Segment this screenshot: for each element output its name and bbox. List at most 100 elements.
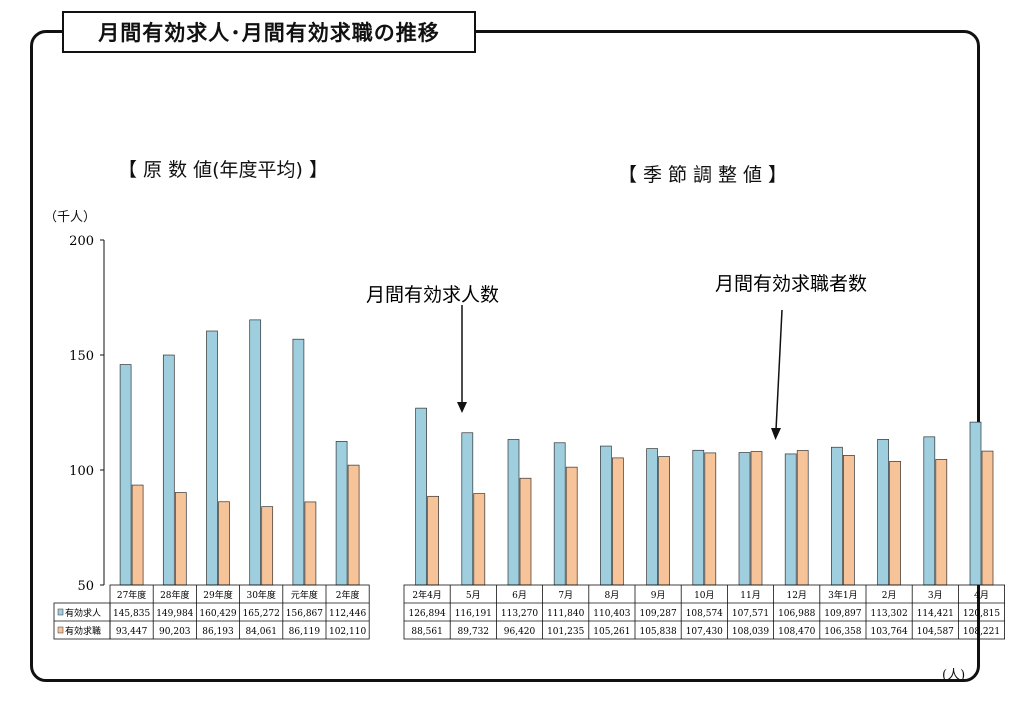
value-label-seekers: 102,110 bbox=[329, 627, 366, 637]
bar-openings bbox=[249, 319, 262, 586]
bar-openings bbox=[507, 439, 520, 586]
bar-seekers bbox=[981, 450, 994, 586]
chart-frame bbox=[30, 30, 980, 682]
value-label-seekers: 104,587 bbox=[917, 627, 954, 637]
category-label: 27年度 bbox=[117, 589, 146, 601]
bar-seekers bbox=[565, 466, 578, 586]
heading-raw-values: 【 原 数 値(年度平均) 】 bbox=[118, 159, 328, 181]
bar-seekers bbox=[473, 493, 486, 586]
bar-seekers bbox=[427, 495, 439, 586]
category-label: 9月 bbox=[651, 590, 666, 601]
y-tick-label: 100 bbox=[69, 464, 94, 479]
category-label: 11月 bbox=[740, 590, 760, 601]
bar-openings bbox=[784, 453, 797, 586]
category-label: 10月 bbox=[694, 590, 714, 601]
bar-openings bbox=[692, 449, 705, 586]
bar-openings bbox=[831, 446, 843, 586]
category-label: 29年度 bbox=[203, 589, 232, 601]
y-tick-label: 150 bbox=[69, 349, 94, 364]
category-label: 28年度 bbox=[160, 589, 189, 601]
bar-openings bbox=[646, 448, 658, 586]
value-label-openings: 113,270 bbox=[501, 609, 538, 619]
bar-openings bbox=[335, 441, 348, 586]
value-label-seekers: 89,732 bbox=[458, 627, 490, 637]
value-label-openings: 106,988 bbox=[778, 609, 815, 619]
value-label-openings: 156,867 bbox=[286, 609, 323, 619]
arrow-seekers bbox=[775, 309, 783, 431]
value-label-seekers: 105,838 bbox=[639, 627, 676, 637]
y-tick-label: 50 bbox=[77, 579, 94, 594]
value-label-seekers: 86,193 bbox=[202, 627, 234, 637]
value-label-openings: 126,894 bbox=[408, 609, 445, 619]
value-label-openings: 165,272 bbox=[243, 609, 280, 619]
value-label-openings: 116,191 bbox=[455, 609, 492, 619]
y-axis-unit: （千人） bbox=[44, 210, 97, 225]
bar-openings bbox=[553, 442, 566, 586]
category-label: 3月 bbox=[928, 590, 943, 601]
category-label: 元年度 bbox=[291, 589, 318, 601]
bar-seekers bbox=[218, 501, 230, 586]
arrow-seekers-head bbox=[771, 428, 781, 440]
bar-openings bbox=[600, 445, 612, 586]
category-label: 30年度 bbox=[246, 589, 275, 601]
value-label-openings: 112,446 bbox=[329, 609, 366, 619]
value-label-openings: 111,840 bbox=[547, 609, 584, 619]
bar-openings bbox=[969, 421, 982, 586]
legend-swatch-seekers bbox=[57, 626, 64, 634]
value-label-seekers: 103,764 bbox=[870, 627, 907, 637]
bar-openings bbox=[162, 354, 175, 586]
value-label-openings: 149,984 bbox=[156, 609, 193, 619]
value-label-openings: 109,287 bbox=[639, 609, 676, 619]
bar-seekers bbox=[658, 456, 670, 586]
bar-seekers bbox=[347, 464, 360, 586]
value-label-seekers: 108,039 bbox=[732, 627, 769, 637]
bar-seekers bbox=[174, 492, 187, 586]
value-label-seekers: 96,420 bbox=[504, 627, 536, 637]
value-label-seekers: 101,235 bbox=[547, 627, 584, 637]
value-label-seekers: 107,430 bbox=[686, 627, 723, 637]
y-tick-label: 200 bbox=[69, 234, 94, 249]
bar-openings bbox=[415, 407, 427, 586]
bar-openings bbox=[923, 436, 936, 586]
value-label-openings: 145,835 bbox=[113, 609, 150, 619]
category-label: 7月 bbox=[558, 590, 573, 601]
category-label: 6月 bbox=[512, 590, 527, 601]
value-label-seekers: 108,221 bbox=[963, 627, 1000, 637]
bar-openings bbox=[206, 330, 218, 586]
value-label-openings: 108,574 bbox=[686, 609, 723, 619]
page-title: 月間有効求人･月間有効求職の推移 bbox=[62, 11, 476, 53]
bar-openings bbox=[461, 432, 474, 586]
value-label-openings: 160,429 bbox=[199, 609, 236, 619]
value-label-openings: 120,815 bbox=[963, 609, 1000, 619]
value-label-seekers: 90,203 bbox=[159, 627, 191, 637]
annotation-seekers: 月間有効求職者数 bbox=[715, 273, 867, 295]
value-label-seekers: 88,561 bbox=[411, 627, 443, 637]
value-label-seekers: 108,470 bbox=[778, 627, 815, 637]
legend-label-openings: 有効求人 bbox=[65, 607, 101, 619]
category-label: 2年度 bbox=[336, 589, 360, 601]
value-label-openings: 113,302 bbox=[870, 609, 907, 619]
heading-seasonally-adjusted: 【季節調整値】 bbox=[618, 164, 794, 186]
bar-openings bbox=[119, 364, 132, 586]
bar-seekers bbox=[843, 455, 855, 586]
table-group-box bbox=[403, 584, 1005, 640]
value-label-openings: 107,571 bbox=[732, 609, 769, 619]
category-label: 2月 bbox=[882, 590, 897, 601]
table-unit: (人) bbox=[942, 668, 966, 683]
category-label: 5月 bbox=[466, 590, 481, 601]
bar-seekers bbox=[519, 477, 532, 586]
annotation-openings: 月間有効求人数 bbox=[366, 284, 499, 306]
bar-openings bbox=[292, 338, 305, 586]
bar-seekers bbox=[796, 450, 809, 586]
arrow-openings-head bbox=[457, 402, 467, 413]
value-label-openings: 114,421 bbox=[917, 609, 954, 619]
bar-openings bbox=[877, 439, 889, 586]
value-label-seekers: 93,447 bbox=[116, 627, 148, 637]
bar-seekers bbox=[704, 452, 717, 586]
category-label: 2年4月 bbox=[412, 589, 441, 601]
legend-label-seekers: 有効求職 bbox=[65, 625, 101, 637]
value-label-openings: 110,403 bbox=[593, 609, 630, 619]
bar-seekers bbox=[304, 501, 317, 586]
value-label-seekers: 105,261 bbox=[593, 627, 630, 637]
